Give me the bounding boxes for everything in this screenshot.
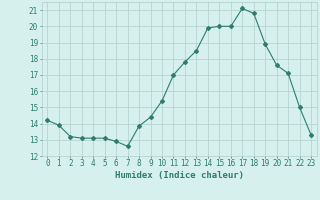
X-axis label: Humidex (Indice chaleur): Humidex (Indice chaleur) [115,171,244,180]
